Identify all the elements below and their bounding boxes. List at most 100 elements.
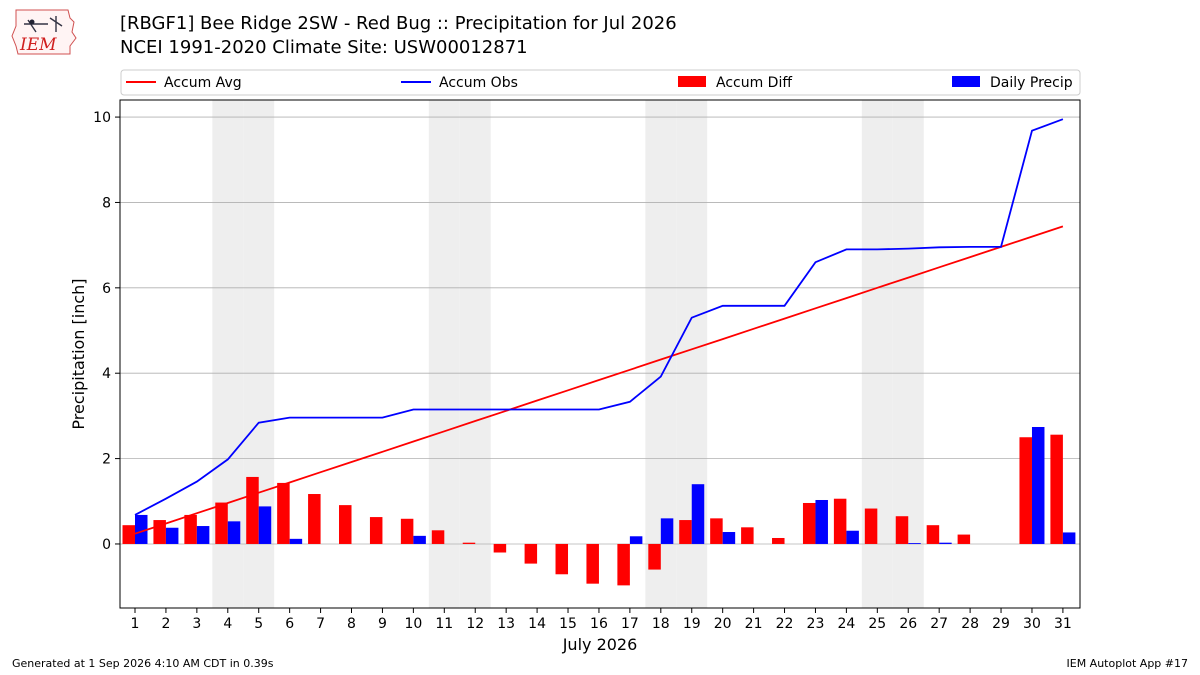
iem-logo: IEM xyxy=(11,9,77,55)
accum-obs-line xyxy=(134,118,1064,516)
daily-precip-bar xyxy=(908,543,921,544)
x-tick-label: 18 xyxy=(652,616,670,632)
x-tick-label: 19 xyxy=(683,616,701,632)
x-tick-label: 12 xyxy=(466,616,484,632)
daily-precip-bar xyxy=(258,506,272,544)
legend-box xyxy=(120,69,1081,96)
accum-diff-bar xyxy=(926,525,940,544)
x-tick-label: 29 xyxy=(992,616,1010,632)
accum-diff-bar xyxy=(1019,437,1032,544)
x-tick-label: 1 xyxy=(131,616,140,632)
accum-diff-bar xyxy=(431,530,445,544)
legend-label-accum-diff: Accum Diff xyxy=(716,75,792,91)
accum-diff-bar xyxy=(679,520,692,544)
daily-precip-bar xyxy=(660,518,674,544)
accum-diff-bar xyxy=(586,543,599,584)
accum-diff-bar xyxy=(555,543,569,575)
accum-diff-bar xyxy=(184,514,197,544)
daily-precip-bar xyxy=(1062,532,1076,544)
daily-precip-bar xyxy=(939,542,952,544)
accum-diff-bar xyxy=(215,502,228,544)
x-tick-label: 13 xyxy=(497,616,515,632)
x-tick-label: 9 xyxy=(378,616,387,632)
accum-diff-bar xyxy=(772,537,785,544)
accum-diff-bar xyxy=(1050,434,1063,544)
x-tick-label: 31 xyxy=(1054,616,1072,632)
weekend-shade xyxy=(428,100,460,608)
x-tick-label: 20 xyxy=(714,616,732,632)
accum-diff-bar xyxy=(369,517,383,544)
chart-title: [RBGF1] Bee Ridge 2SW - Red Bug :: Preci… xyxy=(120,13,677,34)
daily-precip-bar xyxy=(629,536,643,544)
legend-label-accum-obs: Accum Obs xyxy=(439,75,518,91)
daily-precip-bar xyxy=(289,538,303,544)
accum-diff-bar xyxy=(802,502,816,544)
x-tick-label: 24 xyxy=(837,616,855,632)
accum-diff-bar xyxy=(400,518,414,544)
svg-text:IEM: IEM xyxy=(19,35,57,55)
y-tick-label: 6 xyxy=(102,281,111,297)
accum-diff-bar xyxy=(339,505,352,544)
x-tick-label: 16 xyxy=(590,616,608,632)
accum-diff-bar xyxy=(895,516,909,544)
x-tick-label: 10 xyxy=(404,616,422,632)
daily-precip-bar xyxy=(1031,426,1045,544)
daily-precip-bar xyxy=(413,535,426,544)
daily-precip-bar xyxy=(691,484,705,544)
x-tick-label: 5 xyxy=(254,616,263,632)
x-tick-label: 17 xyxy=(621,616,639,632)
x-tick-label: 4 xyxy=(223,616,232,632)
x-tick-label: 6 xyxy=(285,616,294,632)
legend-label-daily-precip: Daily Precip xyxy=(990,75,1073,91)
accum-diff-bar xyxy=(833,498,847,544)
legend-label-accum-avg: Accum Avg xyxy=(164,75,242,91)
daily-precip-bar xyxy=(196,526,210,544)
x-tick-label: 2 xyxy=(161,616,170,632)
accum-diff-bar xyxy=(246,476,259,544)
accum-diff-bar xyxy=(648,543,661,570)
x-tick-label: 28 xyxy=(961,616,979,632)
x-tick-label: 22 xyxy=(776,616,794,632)
accum-diff-bar xyxy=(493,543,507,553)
y-axis-label: Precipitation [inch] xyxy=(69,278,88,429)
y-tick-label: 8 xyxy=(102,195,111,211)
accum-diff-bar xyxy=(524,543,538,564)
accum-diff-bar xyxy=(710,518,723,544)
x-tick-label: 25 xyxy=(868,616,886,632)
x-tick-label: 27 xyxy=(930,616,948,632)
daily-precip-bar xyxy=(135,514,148,544)
accum-diff-bar xyxy=(957,534,971,544)
x-tick-label: 8 xyxy=(347,616,356,632)
app-label: IEM Autoplot App #17 xyxy=(1066,657,1189,670)
accum-diff-bar xyxy=(308,494,321,544)
legend-swatch-accum-diff xyxy=(678,76,706,87)
x-tick-label: 7 xyxy=(316,616,325,632)
x-tick-label: 23 xyxy=(807,616,825,632)
x-axis-label: July 2026 xyxy=(562,635,638,654)
plot-frame xyxy=(119,99,1081,609)
accum-diff-bar xyxy=(864,508,878,544)
daily-precip-bar xyxy=(165,527,179,544)
x-tick-label: 21 xyxy=(745,616,763,632)
daily-precip-bar xyxy=(815,499,828,544)
x-tick-label: 3 xyxy=(192,616,201,632)
x-tick-label: 30 xyxy=(1023,616,1041,632)
daily-precip-bar xyxy=(846,530,859,544)
accum-diff-bar xyxy=(741,527,754,544)
weekend-shade xyxy=(459,100,491,608)
chart-subtitle: NCEI 1991-2020 Climate Site: USW00012871 xyxy=(120,37,528,58)
x-tick-label: 11 xyxy=(435,616,453,632)
y-tick-label: 10 xyxy=(93,110,111,126)
accum-diff-bar xyxy=(122,525,135,544)
daily-precip-bar xyxy=(722,532,736,544)
accum-diff-bar xyxy=(277,482,290,544)
y-tick-label: 2 xyxy=(102,452,111,468)
daily-precip-bar xyxy=(227,521,241,544)
y-tick-label: 0 xyxy=(102,537,111,553)
accum-diff-bar xyxy=(462,542,476,544)
legend-swatch-daily-precip xyxy=(952,76,980,87)
generated-timestamp: Generated at 1 Sep 2026 4:10 AM CDT in 0… xyxy=(12,657,274,670)
x-tick-label: 14 xyxy=(528,616,546,632)
accum-diff-bar xyxy=(617,543,630,586)
